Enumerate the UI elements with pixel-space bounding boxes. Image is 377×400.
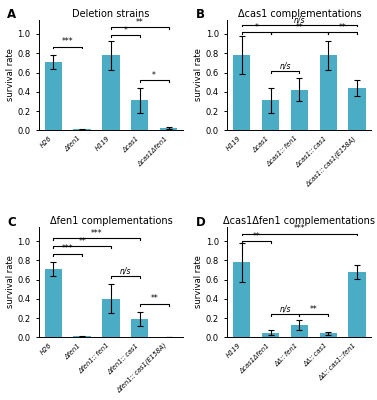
Text: **: ** xyxy=(296,23,303,32)
Bar xyxy=(320,55,337,130)
Bar xyxy=(233,55,250,130)
Text: **: ** xyxy=(136,18,144,27)
Y-axis label: survival rate: survival rate xyxy=(6,48,15,101)
Text: **: ** xyxy=(78,236,86,246)
Bar xyxy=(291,90,308,130)
Bar xyxy=(74,129,91,130)
Text: n/s: n/s xyxy=(279,61,291,70)
Bar xyxy=(102,55,120,130)
Y-axis label: survival rate: survival rate xyxy=(6,256,15,308)
Bar xyxy=(131,100,149,130)
Text: **: ** xyxy=(252,232,260,241)
Bar xyxy=(45,62,62,130)
Bar xyxy=(291,325,308,337)
Y-axis label: survival rate: survival rate xyxy=(194,256,203,308)
Bar xyxy=(320,334,337,337)
Text: **: ** xyxy=(339,23,346,32)
Title: Δcas1Δfen1 complementations: Δcas1Δfen1 complementations xyxy=(224,216,375,226)
Text: n/s: n/s xyxy=(294,15,305,24)
Text: C: C xyxy=(7,216,16,228)
Text: *: * xyxy=(152,71,156,80)
Bar xyxy=(348,88,366,130)
Title: Δcas1 complementations: Δcas1 complementations xyxy=(238,9,361,19)
Text: B: B xyxy=(196,8,205,22)
Bar xyxy=(262,100,279,130)
Text: n/s: n/s xyxy=(120,266,131,276)
Text: ***: *** xyxy=(91,229,102,238)
Bar xyxy=(233,262,250,337)
Text: A: A xyxy=(7,8,16,22)
Title: Δfen1 complementations: Δfen1 complementations xyxy=(49,216,172,226)
Bar xyxy=(262,332,279,337)
Title: Deletion strains: Deletion strains xyxy=(72,9,150,19)
Text: D: D xyxy=(196,216,205,228)
Bar xyxy=(45,269,62,337)
Bar xyxy=(160,128,177,130)
Text: ***: *** xyxy=(62,37,74,46)
Text: **: ** xyxy=(150,294,158,303)
Text: n/s: n/s xyxy=(279,305,291,314)
Bar xyxy=(348,272,366,337)
Bar xyxy=(102,299,120,337)
Text: *: * xyxy=(254,23,258,32)
Bar xyxy=(131,319,149,337)
Text: ***: *** xyxy=(294,224,305,233)
Text: ***: *** xyxy=(62,244,74,253)
Y-axis label: survival rate: survival rate xyxy=(194,48,203,101)
Text: *: * xyxy=(123,26,127,35)
Bar xyxy=(74,336,91,337)
Text: **: ** xyxy=(310,305,318,314)
